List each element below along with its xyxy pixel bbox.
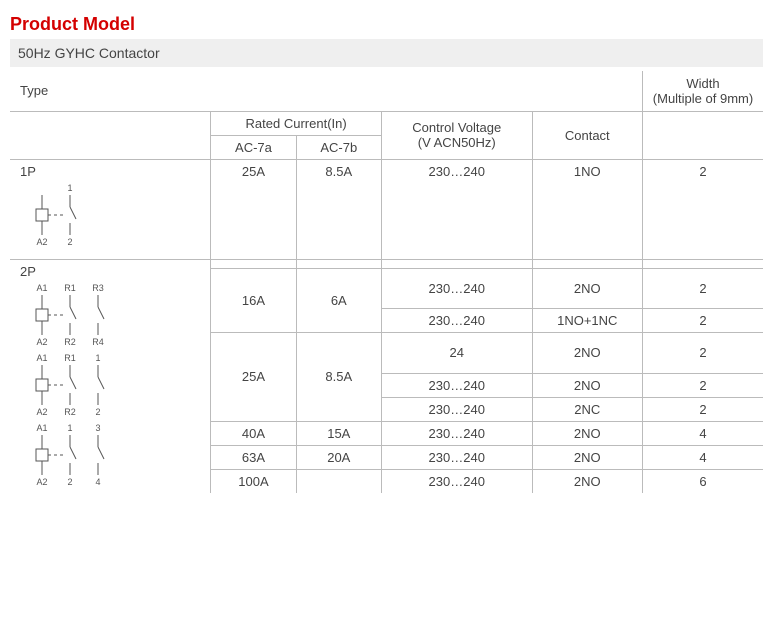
2p1-ac7a: 16A <box>211 268 296 333</box>
hdr-ac7b: AC-7b <box>296 135 381 159</box>
label-2p: 2P <box>20 264 36 279</box>
2p2-contact: 1NO+1NC <box>532 309 642 333</box>
svg-text:A2: A2 <box>36 477 47 487</box>
2p6-width: 4 <box>642 421 763 445</box>
2p8-width: 6 <box>642 469 763 493</box>
2p3-cv: 24 <box>381 333 532 374</box>
2p2-cv: 230…240 <box>381 309 532 333</box>
2p6-cv: 230…240 <box>381 421 532 445</box>
1p-width: 2 <box>642 159 763 259</box>
svg-text:A2: A2 <box>36 237 47 247</box>
2p4-width: 2 <box>642 373 763 397</box>
svg-text:R2: R2 <box>64 337 76 347</box>
hdr-ac7a: AC-7a <box>211 135 296 159</box>
svg-text:R3: R3 <box>92 283 104 293</box>
cell <box>642 259 763 268</box>
2p6-ac7a: 40A <box>211 421 296 445</box>
2p1-contact: 2NO <box>532 268 642 309</box>
2p1-width: 2 <box>642 268 763 309</box>
2p8-cv: 230…240 <box>381 469 532 493</box>
hdr-contact: Contact <box>532 111 642 159</box>
2p7-width: 4 <box>642 445 763 469</box>
svg-text:1: 1 <box>67 183 72 193</box>
2p4-contact: 2NO <box>532 373 642 397</box>
svg-text:A2: A2 <box>36 407 47 417</box>
svg-text:R2: R2 <box>64 407 76 417</box>
2p5-width: 2 <box>642 397 763 421</box>
hdr-rated-current: Rated Current(In) <box>211 111 382 135</box>
1p-ac7b: 8.5A <box>296 159 381 259</box>
hdr-control-voltage: Control Voltage (V ACN50Hz) <box>381 111 532 159</box>
svg-text:2: 2 <box>95 407 100 417</box>
svg-text:2: 2 <box>67 237 72 247</box>
type-2p: 2P A1 R1 R3 A2 R2 R4 A1 R1 1 <box>10 259 211 493</box>
cell <box>296 259 381 268</box>
2p3-ac7b: 8.5A <box>296 333 381 422</box>
hdr-width: Width (Multiple of 9mm) <box>642 71 763 111</box>
2p7-cv: 230…240 <box>381 445 532 469</box>
2p2-width: 2 <box>642 309 763 333</box>
1p-cv: 230…240 <box>381 159 532 259</box>
svg-text:R4: R4 <box>92 337 104 347</box>
type-1p: 1P 1 A2 2 <box>10 159 211 259</box>
2p5-cv: 230…240 <box>381 397 532 421</box>
svg-text:1: 1 <box>95 353 100 363</box>
page-title: Product Model <box>10 10 763 39</box>
label-1p: 1P <box>20 164 36 179</box>
2p3-contact: 2NO <box>532 333 642 374</box>
2p8-ac7a: 100A <box>211 469 296 493</box>
schematic-2p-a: A1 R1 R3 A2 R2 R4 <box>20 279 204 349</box>
hdr-type: Type <box>10 71 642 111</box>
2p3-ac7a: 25A <box>211 333 296 422</box>
svg-text:R1: R1 <box>64 353 76 363</box>
2p3-width: 2 <box>642 333 763 374</box>
1p-ac7a: 25A <box>211 159 296 259</box>
2p8-ac7b <box>296 469 381 493</box>
cell <box>211 259 296 268</box>
svg-text:3: 3 <box>95 423 100 433</box>
schematic-2p-b: A1 R1 1 A2 R2 2 <box>20 349 204 419</box>
2p7-contact: 2NO <box>532 445 642 469</box>
1p-contact: 1NO <box>532 159 642 259</box>
2p7-ac7b: 20A <box>296 445 381 469</box>
2p1-cv: 230…240 <box>381 268 532 309</box>
svg-text:4: 4 <box>95 477 100 487</box>
spec-table: Type Width (Multiple of 9mm) Rated Curre… <box>10 71 763 493</box>
product-subtitle: 50Hz GYHC Contactor <box>10 39 763 67</box>
2p6-ac7b: 15A <box>296 421 381 445</box>
2p8-contact: 2NO <box>532 469 642 493</box>
2p4-cv: 230…240 <box>381 373 532 397</box>
svg-text:2: 2 <box>67 477 72 487</box>
2p7-ac7a: 63A <box>211 445 296 469</box>
2p6-contact: 2NO <box>532 421 642 445</box>
schematic-1p: 1 A2 2 <box>20 179 204 249</box>
2p5-contact: 2NC <box>532 397 642 421</box>
svg-text:R1: R1 <box>64 283 76 293</box>
svg-text:1: 1 <box>67 423 72 433</box>
svg-text:A1: A1 <box>36 353 47 363</box>
svg-text:A1: A1 <box>36 283 47 293</box>
svg-text:A2: A2 <box>36 337 47 347</box>
schematic-2p-c: A1 1 3 A2 2 4 <box>20 419 204 489</box>
cell <box>532 259 642 268</box>
cell <box>381 259 532 268</box>
svg-text:A1: A1 <box>36 423 47 433</box>
2p1-ac7b: 6A <box>296 268 381 333</box>
